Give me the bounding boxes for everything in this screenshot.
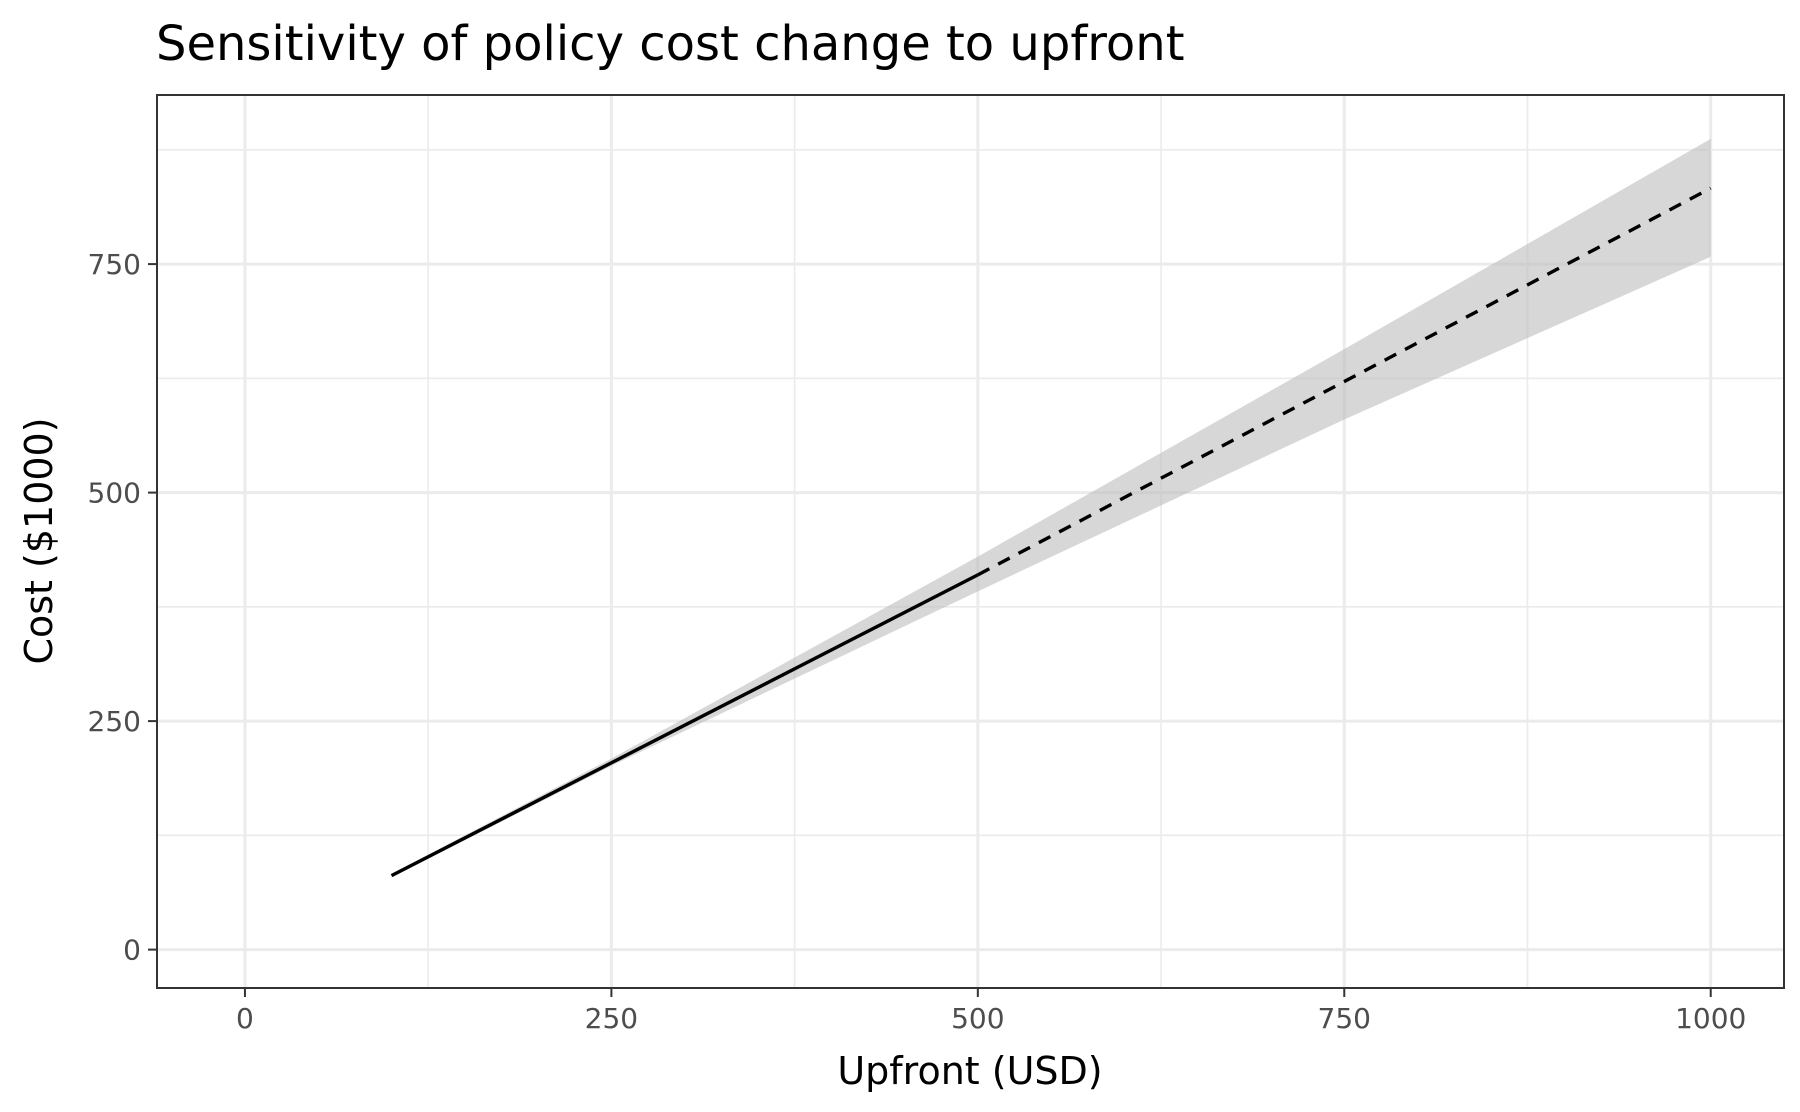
x-axis: 0 250 500 750 1000 [236, 988, 1746, 1035]
series-layer [390, 186, 1712, 878]
x-tick-label: 750 [1318, 1002, 1371, 1035]
dashed-series-line [977, 186, 1712, 577]
x-tick-label: 500 [951, 1002, 1004, 1035]
y-tick-label: 250 [88, 705, 141, 738]
chart-title: Sensitivity of policy cost change to upf… [156, 16, 1185, 72]
y-axis-title: Cost ($1000) [17, 417, 61, 664]
confidence-ribbon [391, 138, 1711, 878]
y-tick-label: 0 [123, 934, 141, 967]
plot-panel-border [156, 94, 1785, 989]
y-tick-label: 750 [88, 248, 141, 281]
x-tick-label: 250 [585, 1002, 638, 1035]
x-tick-label: 1000 [1675, 1002, 1746, 1035]
x-axis-title: Upfront (USD) [837, 1049, 1102, 1093]
y-tick-label: 500 [88, 477, 141, 510]
solid-series-line [390, 573, 979, 878]
confidence-ribbon-layer [391, 138, 1711, 878]
y-axis: 0 250 500 750 [88, 248, 157, 967]
grid [157, 95, 1784, 988]
x-tick-label: 0 [236, 1002, 254, 1035]
